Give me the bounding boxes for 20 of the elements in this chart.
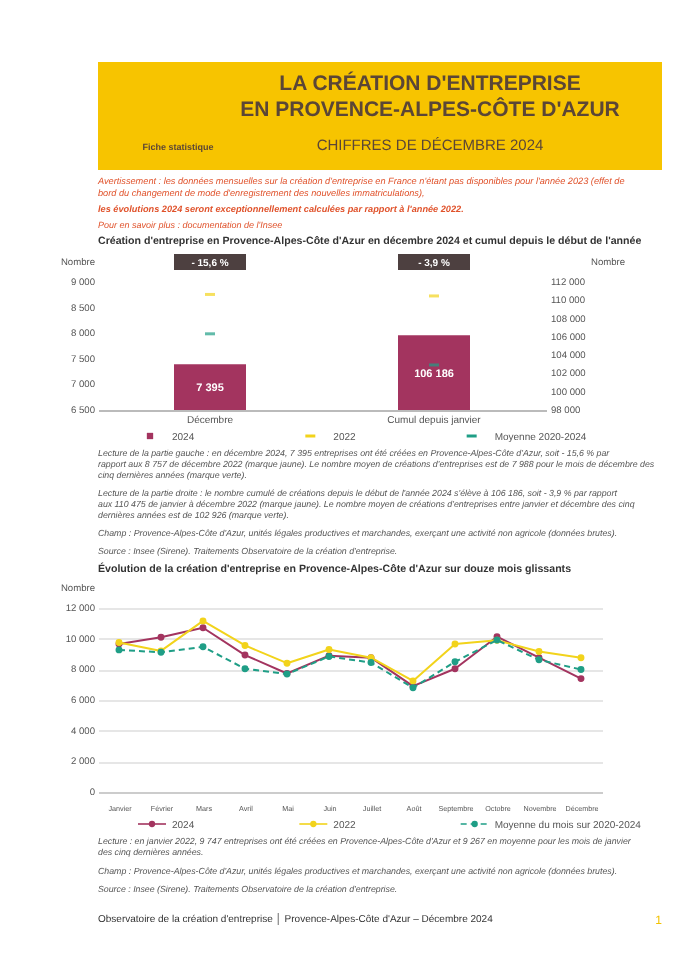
point [199,624,207,632]
point [199,643,207,651]
point [367,659,375,667]
point [157,633,165,641]
point [535,648,543,655]
point [199,617,207,625]
point [115,646,123,654]
point [451,665,459,673]
point [241,651,249,659]
point [325,646,333,654]
point [283,659,291,667]
point [577,654,585,662]
point [241,641,249,649]
point [577,666,585,673]
point [451,640,459,648]
point [577,675,585,683]
point [409,677,417,685]
point [451,658,459,666]
point [241,665,249,673]
text: LA CRÉATION D'ENTREPRISE EN PROVENCE-ALPES-CÔTE D'AZUR [240,70,621,122]
